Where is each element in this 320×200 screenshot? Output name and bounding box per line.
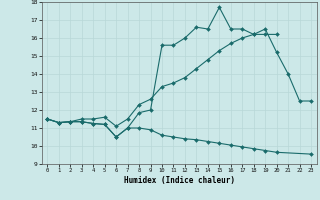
X-axis label: Humidex (Indice chaleur): Humidex (Indice chaleur) [124,176,235,185]
